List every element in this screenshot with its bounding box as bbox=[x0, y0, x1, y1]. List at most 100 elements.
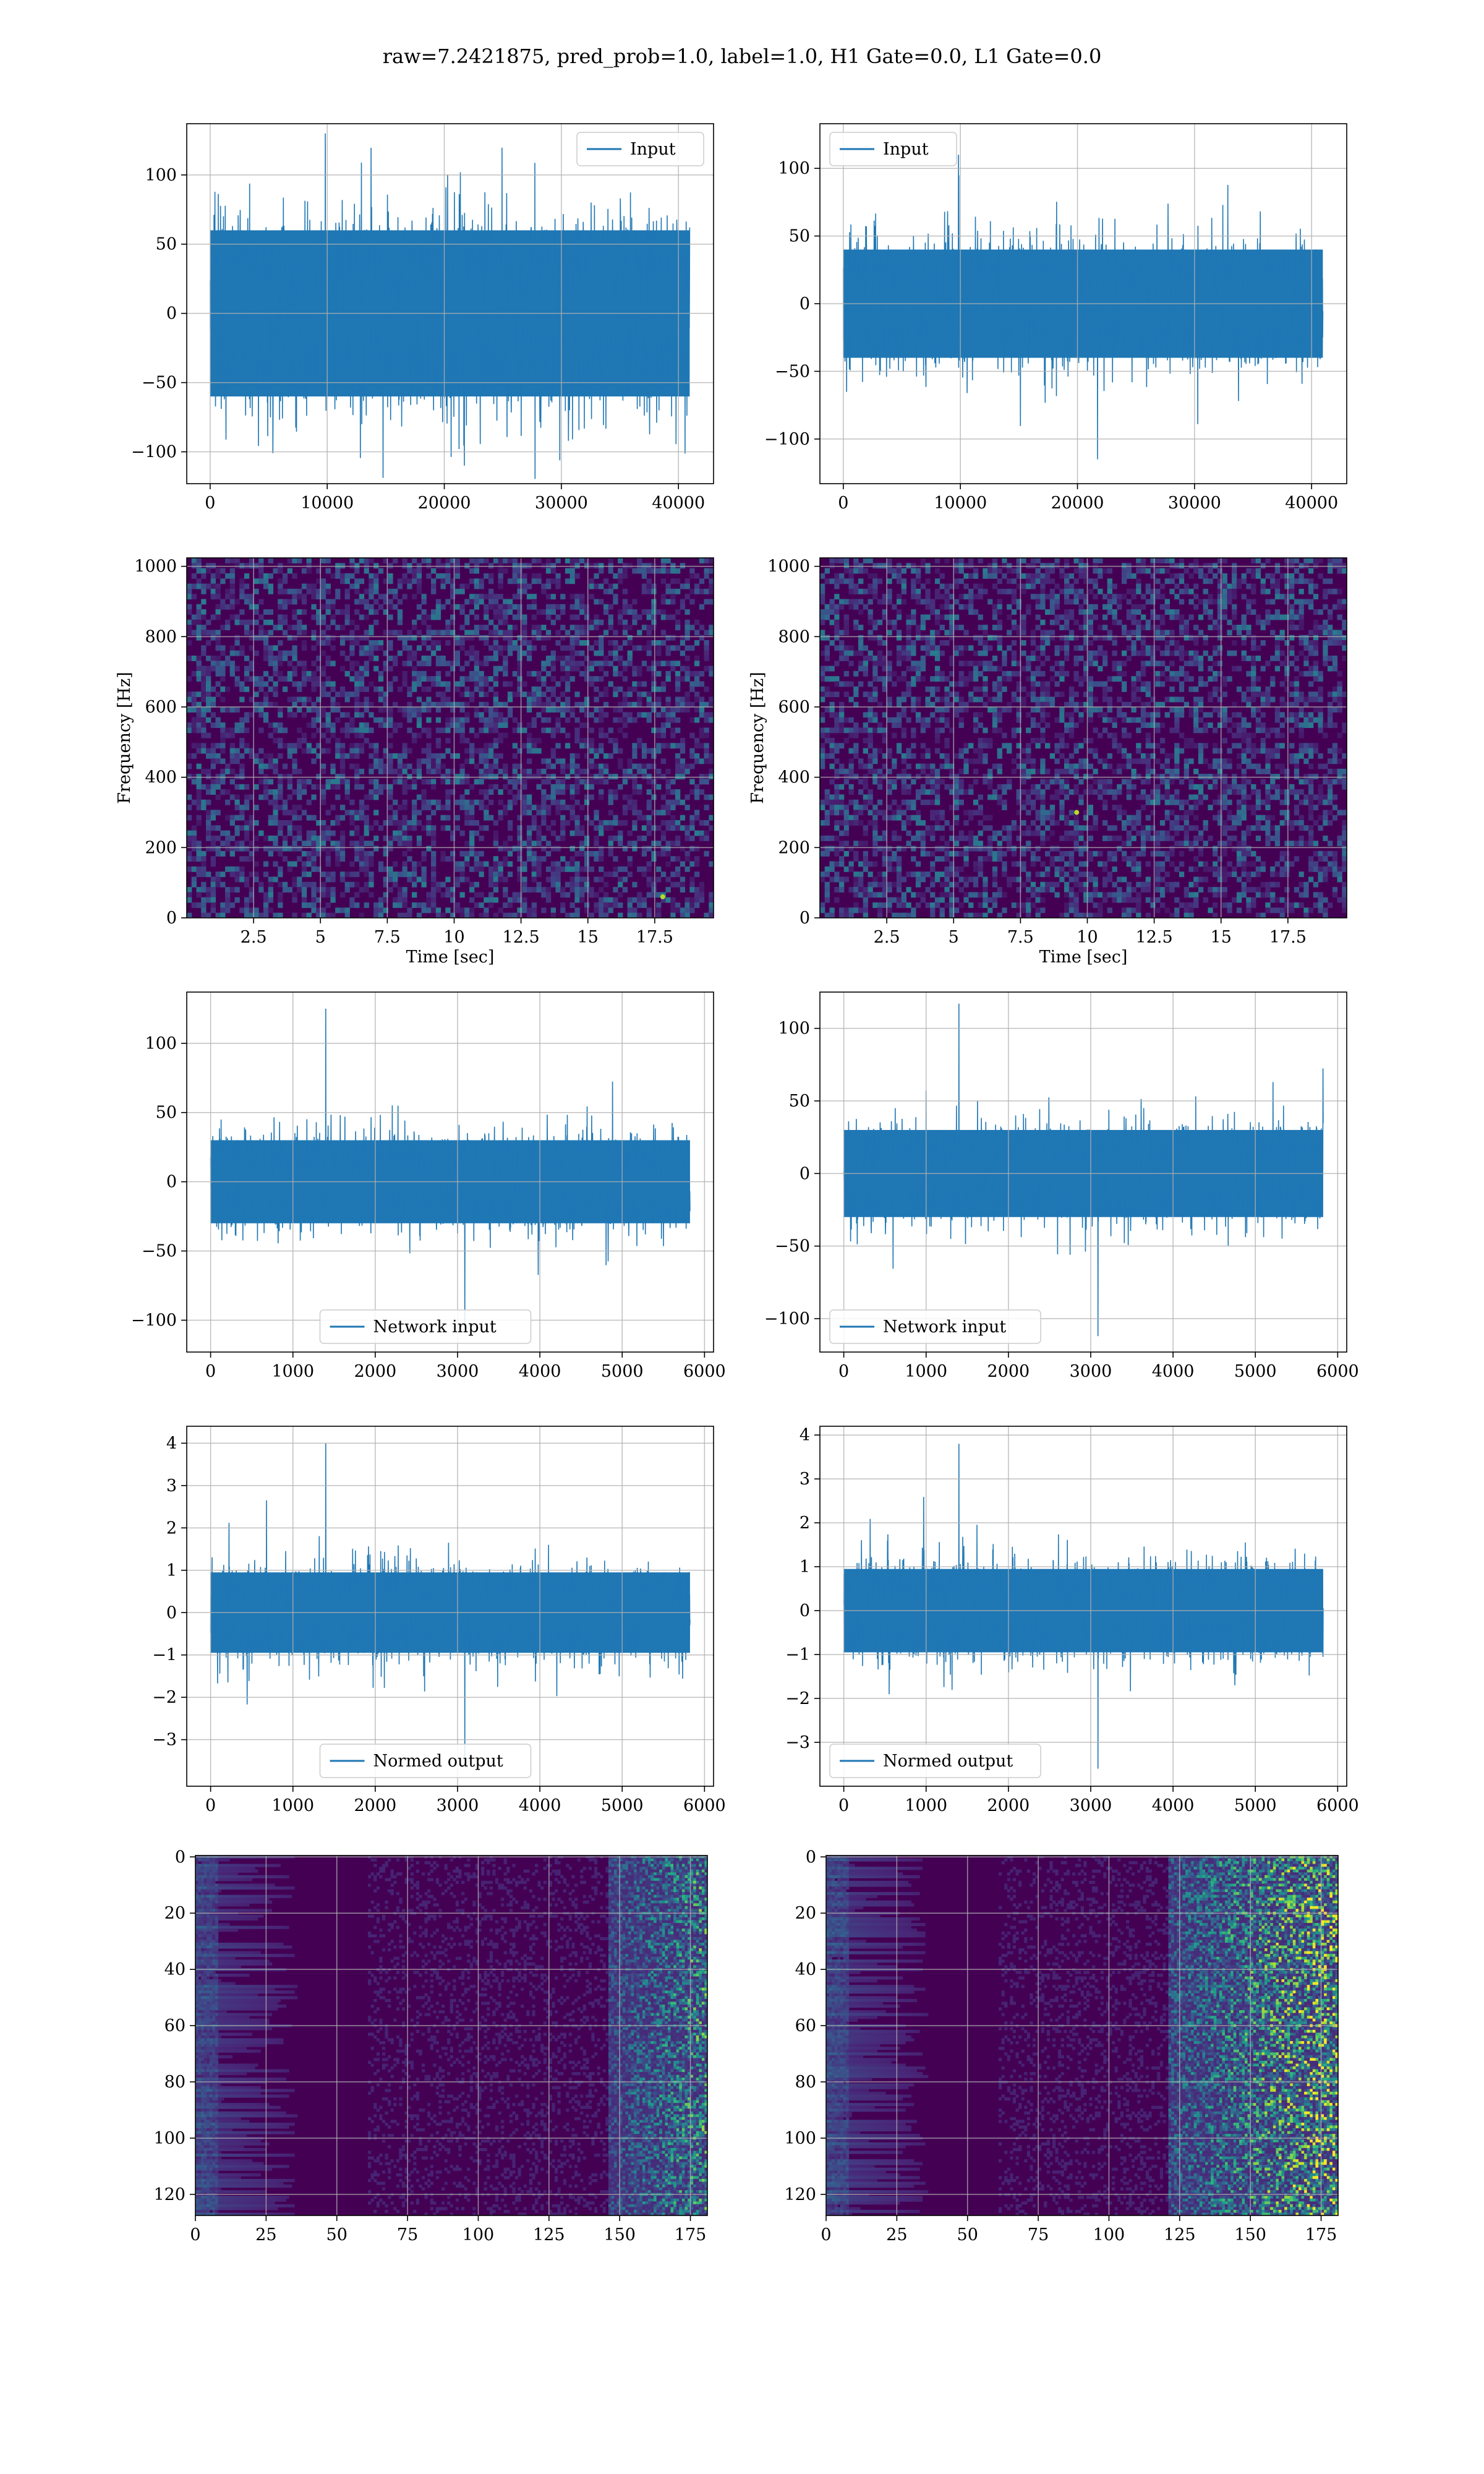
y-tick-label: 0 bbox=[806, 1847, 826, 1867]
grid-lines bbox=[187, 992, 714, 1352]
panel-normed-output-l1: 0 1000 2000 3000 4000 5000 6000 −3 −2 −1 0 1 2 3 4 Norm… bbox=[785, 1426, 1359, 1815]
axes-frame bbox=[195, 1855, 708, 2216]
x-tick-label: 10 bbox=[443, 918, 465, 947]
plot-area bbox=[826, 1856, 1338, 2215]
svg-text:−50: −50 bbox=[142, 374, 177, 393]
y-tick-label: 100 bbox=[778, 159, 820, 178]
legend: Network input bbox=[829, 1309, 1041, 1344]
plot-area bbox=[820, 558, 1347, 918]
y-tick-label: −100 bbox=[764, 430, 820, 449]
x-tick-label: 10 bbox=[1077, 918, 1098, 947]
x-tick-label: 25 bbox=[886, 2215, 908, 2245]
svg-text:100: 100 bbox=[145, 166, 177, 185]
y-tick-label: 600 bbox=[778, 698, 820, 717]
y-tick-label: 1000 bbox=[767, 557, 820, 576]
y-tick-label: 100 bbox=[778, 1019, 820, 1038]
y-tick-label: 600 bbox=[145, 698, 187, 717]
y-tick-label: 0 bbox=[800, 1164, 820, 1183]
legend-label: Network input bbox=[883, 1317, 1006, 1337]
x-tick-label: 100 bbox=[1093, 2215, 1125, 2245]
panel-spectrogram-h1: 2.5 5 7.5 10 12.5 15 17.5 0 200 400 600 800 1000 Time… bbox=[115, 557, 714, 967]
y-axis-label: Frequency [Hz] bbox=[115, 672, 134, 803]
x-tick-label: 50 bbox=[957, 2215, 978, 2245]
svg-text:0: 0 bbox=[838, 494, 848, 513]
legend-label: Network input bbox=[373, 1317, 497, 1337]
legend: Normed output bbox=[829, 1744, 1041, 1778]
x-tick-label: 5 bbox=[315, 918, 326, 947]
svg-text:15: 15 bbox=[578, 928, 599, 947]
svg-text:10000: 10000 bbox=[934, 494, 987, 513]
svg-text:0: 0 bbox=[205, 494, 215, 513]
x-tick-label: 10000 bbox=[934, 484, 987, 513]
y-tick-label: 120 bbox=[153, 2185, 195, 2204]
plot-area bbox=[195, 1856, 707, 2215]
x-tick-label: 40000 bbox=[1285, 484, 1338, 513]
y-tick-label: 100 bbox=[784, 2129, 826, 2148]
axes-frame bbox=[819, 557, 1347, 918]
axes-frame bbox=[819, 991, 1347, 1353]
y-tick-label: 80 bbox=[164, 2073, 195, 2092]
y-tick-label: 20 bbox=[795, 1904, 826, 1923]
x-tick-label: 75 bbox=[1028, 2215, 1049, 2245]
legend-label: Normed output bbox=[883, 1752, 1013, 1771]
axes-frame bbox=[186, 123, 714, 484]
svg-text:40000: 40000 bbox=[1285, 494, 1338, 513]
y-tick-label: 60 bbox=[795, 2016, 826, 2035]
bright-spot bbox=[1074, 810, 1080, 815]
grid-lines bbox=[187, 1426, 714, 1786]
y-tick-label: 0 bbox=[166, 1603, 187, 1622]
svg-text:20000: 20000 bbox=[418, 494, 471, 513]
panel-feature-map-l1: 0 25 50 75 100 125 150 175 0 20 40 60 80 100 120 bbox=[784, 1847, 1339, 2245]
x-tick-label: 0 bbox=[838, 484, 848, 513]
y-tick-label: 4 bbox=[800, 1426, 820, 1445]
y-tick-label: 1000 bbox=[134, 557, 187, 576]
y-tick-label: 1 bbox=[800, 1557, 820, 1577]
plot-area bbox=[820, 1426, 1347, 1786]
axes-frame bbox=[819, 1426, 1347, 1787]
y-tick-label: 3 bbox=[800, 1470, 820, 1489]
svg-text:17.5: 17.5 bbox=[636, 928, 673, 947]
y-tick-label: 400 bbox=[145, 768, 187, 787]
x-tick-label: 2.5 bbox=[241, 918, 267, 947]
y-tick-label: −100 bbox=[764, 1309, 820, 1329]
x-tick-label: 0 bbox=[821, 2215, 832, 2245]
svg-text:40000: 40000 bbox=[652, 494, 705, 513]
x-tick-label: 7.5 bbox=[374, 918, 401, 947]
svg-text:30000: 30000 bbox=[1168, 494, 1221, 513]
panel-input-l1: 0 10000 20000 30000 40000 −100 −50 0 50 100 Input bbox=[764, 123, 1347, 513]
x-tick-label: 17.5 bbox=[636, 918, 673, 947]
legend: Input bbox=[829, 132, 957, 166]
x-tick-label: 0 bbox=[205, 1352, 216, 1381]
x-tick-label: 40000 bbox=[652, 484, 705, 513]
series-line-normed-output bbox=[210, 1443, 691, 1761]
x-tick-label: 75 bbox=[397, 2215, 418, 2245]
bright-spot bbox=[660, 894, 665, 899]
plot-area bbox=[187, 124, 714, 484]
svg-text:0: 0 bbox=[166, 909, 177, 928]
y-tick-label: 100 bbox=[145, 166, 187, 185]
y-tick-label: 20 bbox=[164, 1904, 195, 1923]
x-tick-label: 5000 bbox=[1234, 1786, 1277, 1815]
x-tick-label: 1000 bbox=[905, 1786, 947, 1815]
x-tick-label: 12.5 bbox=[503, 918, 540, 947]
y-tick-label: 50 bbox=[156, 1103, 187, 1123]
y-tick-label: −1 bbox=[785, 1645, 820, 1664]
y-tick-label: −3 bbox=[785, 1733, 820, 1752]
x-tick-label: 20000 bbox=[1051, 484, 1104, 513]
series-line-input bbox=[843, 155, 1324, 460]
panel-network-input-h1: 0 1000 2000 3000 4000 5000 6000 −100 −50 0 50 100 Ne… bbox=[131, 991, 726, 1381]
y-tick-label: 0 bbox=[166, 909, 187, 928]
legend: Normed output bbox=[319, 1744, 532, 1778]
y-tick-label: 800 bbox=[778, 627, 820, 646]
x-tick-label: 7.5 bbox=[1007, 918, 1034, 947]
x-tick-label: 0 bbox=[838, 1786, 849, 1815]
panel-spectrogram-l1: 2.5 5 7.5 10 12.5 15 17.5 0 200 400 600 800 1000 Time… bbox=[748, 557, 1347, 967]
series-line-input bbox=[210, 133, 691, 479]
grid-lines bbox=[195, 1856, 707, 2215]
svg-text:2.5: 2.5 bbox=[241, 928, 267, 947]
x-tick-label: 4000 bbox=[1152, 1786, 1194, 1815]
x-tick-label: 15 bbox=[1211, 918, 1232, 947]
y-tick-label: 0 bbox=[166, 304, 187, 323]
y-tick-label: 0 bbox=[166, 1173, 187, 1192]
panel-network-input-l1: 0 1000 2000 3000 4000 5000 6000 −100 −50 0 50 100 Ne… bbox=[764, 991, 1359, 1381]
